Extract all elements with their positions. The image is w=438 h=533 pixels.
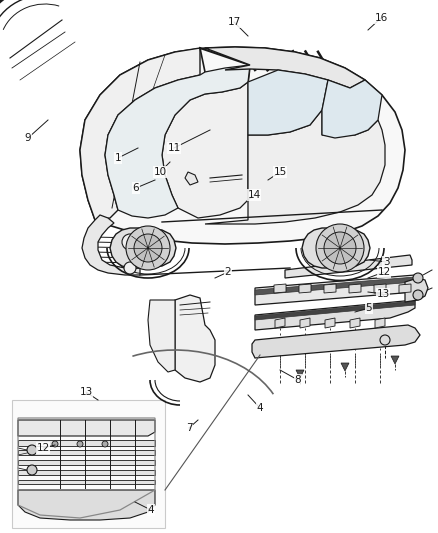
Text: 12: 12 (378, 267, 391, 277)
Text: 3: 3 (383, 257, 389, 267)
Polygon shape (18, 490, 155, 520)
Text: 13: 13 (79, 387, 92, 397)
Polygon shape (255, 275, 415, 305)
Polygon shape (349, 284, 361, 293)
Circle shape (316, 224, 364, 272)
Text: 2: 2 (225, 267, 231, 277)
Polygon shape (275, 318, 285, 328)
Polygon shape (255, 277, 415, 295)
Circle shape (77, 441, 83, 447)
Polygon shape (110, 228, 176, 268)
Polygon shape (18, 420, 155, 436)
Text: 8: 8 (295, 375, 301, 385)
Text: 4: 4 (148, 505, 154, 515)
Polygon shape (175, 295, 215, 382)
Polygon shape (80, 48, 200, 220)
Polygon shape (80, 47, 405, 244)
Polygon shape (255, 300, 415, 330)
Polygon shape (274, 284, 286, 293)
Text: 15: 15 (273, 167, 286, 177)
Circle shape (124, 262, 136, 274)
Text: 6: 6 (133, 183, 139, 193)
Polygon shape (18, 460, 155, 465)
Polygon shape (300, 318, 310, 328)
Polygon shape (324, 284, 336, 293)
Polygon shape (405, 278, 428, 302)
Text: 16: 16 (374, 13, 388, 23)
Polygon shape (12, 400, 165, 528)
Polygon shape (302, 228, 370, 268)
Polygon shape (185, 172, 198, 185)
Circle shape (134, 234, 162, 262)
Text: 7: 7 (186, 423, 192, 433)
Polygon shape (374, 284, 386, 293)
Text: 17: 17 (227, 17, 240, 27)
Polygon shape (148, 300, 175, 372)
Text: 14: 14 (247, 190, 261, 200)
Polygon shape (391, 356, 399, 364)
Polygon shape (205, 110, 385, 224)
Text: 4: 4 (257, 403, 263, 413)
Polygon shape (205, 47, 365, 88)
Circle shape (413, 290, 423, 300)
Text: 11: 11 (167, 143, 180, 153)
Polygon shape (375, 318, 385, 328)
Circle shape (52, 441, 58, 447)
Polygon shape (299, 284, 311, 293)
Polygon shape (18, 470, 155, 475)
Polygon shape (18, 450, 155, 455)
Polygon shape (399, 284, 411, 293)
Polygon shape (341, 363, 349, 371)
Text: 1: 1 (115, 153, 121, 163)
Polygon shape (322, 80, 382, 138)
Polygon shape (255, 301, 415, 320)
Polygon shape (18, 480, 155, 484)
Circle shape (27, 445, 37, 455)
Text: 9: 9 (25, 133, 31, 143)
Polygon shape (162, 82, 248, 218)
Circle shape (122, 234, 138, 250)
Text: 5: 5 (366, 303, 372, 313)
Text: 12: 12 (36, 443, 49, 453)
Circle shape (126, 226, 170, 270)
Polygon shape (248, 70, 328, 135)
Circle shape (27, 465, 37, 475)
Polygon shape (350, 318, 360, 328)
Circle shape (380, 335, 390, 345)
Polygon shape (252, 325, 420, 358)
Circle shape (324, 232, 356, 264)
Polygon shape (285, 255, 412, 278)
Polygon shape (105, 65, 250, 218)
Polygon shape (325, 318, 335, 328)
Text: 13: 13 (376, 289, 390, 299)
Text: 10: 10 (153, 167, 166, 177)
Polygon shape (18, 440, 155, 446)
Circle shape (413, 273, 423, 283)
Circle shape (102, 441, 108, 447)
Polygon shape (82, 215, 140, 275)
Polygon shape (296, 370, 304, 378)
